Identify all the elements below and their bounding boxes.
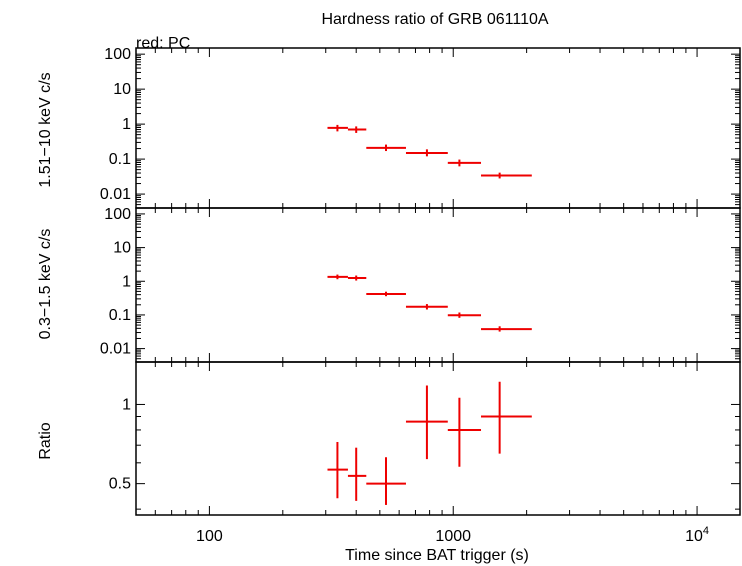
- panel-frame-ratio: [135, 361, 741, 516]
- y-tick-label-soft: 100: [104, 206, 131, 223]
- data-point-hard: [447, 159, 482, 167]
- data-point-hard: [405, 149, 448, 157]
- x-tick-label-exponent: 4: [703, 525, 709, 537]
- y-tick-label-soft: 10: [113, 240, 131, 257]
- y-tick-label-hard: 0.1: [109, 151, 131, 168]
- x-tick-label: 100: [196, 528, 223, 545]
- chart-subtitle: red: PC: [136, 35, 190, 52]
- data-point-ratio: [366, 457, 406, 505]
- y-tick-label-ratio: 1: [122, 396, 131, 413]
- x-tick-label: 104: [685, 525, 709, 545]
- y-axis-label-soft: 0.3−1.5 keV c/s: [37, 229, 54, 340]
- data-point-soft: [481, 326, 532, 332]
- y-tick-label-hard: 0.01: [100, 186, 131, 203]
- data-point-soft: [347, 275, 367, 281]
- y-tick-label-soft: 0.1: [109, 307, 131, 324]
- x-axis-label: Time since BAT trigger (s): [345, 547, 529, 564]
- y-axis-label-ratio: Ratio: [37, 422, 54, 459]
- data-point-ratio: [447, 397, 482, 467]
- data-point-ratio: [405, 385, 448, 460]
- data-point-ratio: [347, 447, 367, 501]
- data-point-hard: [347, 126, 367, 133]
- y-tick-label-soft: 0.01: [100, 341, 131, 358]
- y-tick-label-hard: 1: [122, 116, 131, 133]
- panel-frame-hard: [135, 47, 741, 209]
- panel-frame-soft: [135, 207, 741, 363]
- y-tick-label-soft: 1: [122, 273, 131, 290]
- y-tick-label-ratio: 0.5: [109, 476, 131, 493]
- y-tick-label-hard: 100: [104, 46, 131, 63]
- data-point-hard: [481, 172, 532, 179]
- data-point-soft: [366, 291, 406, 297]
- data-point-hard: [327, 124, 348, 132]
- x-tick-label: 1000: [435, 528, 471, 545]
- y-tick-label-hard: 10: [113, 81, 131, 98]
- chart-title: Hardness ratio of GRB 061110A: [321, 11, 548, 28]
- y-axis-label-hard: 1.51−10 keV c/s: [37, 72, 54, 187]
- data-point-soft: [405, 304, 448, 310]
- data-point-ratio: [481, 381, 532, 454]
- data-point-soft: [447, 312, 482, 318]
- data-point-soft: [327, 274, 348, 280]
- data-point-ratio: [327, 441, 348, 499]
- data-point-hard: [366, 144, 406, 152]
